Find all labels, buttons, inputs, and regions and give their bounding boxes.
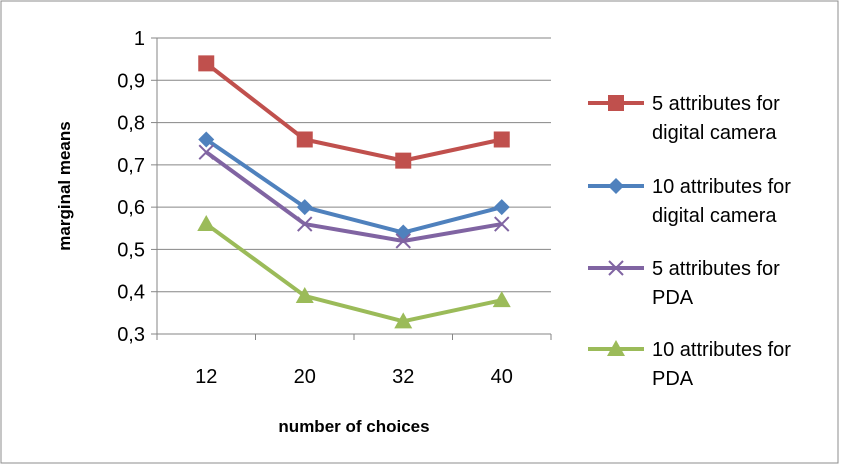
x-tick-label: 32 [392,366,414,388]
marker-square [494,131,510,147]
legend-label: 5 attributes for [652,93,780,115]
legend-label: PDA [652,287,694,309]
legend-label: 10 attributes for [652,176,791,198]
x-tick-label: 12 [195,366,217,388]
legend-label: digital camera [652,205,777,227]
y-tick-label: 0,6 [117,197,145,219]
marker-square [608,95,624,111]
y-tick-label: 0,8 [117,113,145,135]
y-tick-label: 0,5 [117,239,145,261]
marker-square [395,153,411,169]
legend-label: PDA [652,368,694,390]
x-tick-label: 40 [491,366,513,388]
y-tick-label: 1 [134,28,145,50]
marker-square [297,131,313,147]
y-tick-label: 0,9 [117,70,145,92]
marker-square [198,55,214,71]
y-tick-label: 0,7 [117,155,145,177]
y-tick-label: 0,4 [117,282,145,304]
x-tick-label: 20 [294,366,316,388]
x-axis-title: number of choices [278,417,429,436]
legend-label: digital camera [652,122,777,144]
y-tick-label: 0,3 [117,324,145,346]
y-axis-title: marginal means [55,121,74,250]
legend-label: 5 attributes for [652,258,780,280]
legend-label: 10 attributes for [652,339,791,361]
